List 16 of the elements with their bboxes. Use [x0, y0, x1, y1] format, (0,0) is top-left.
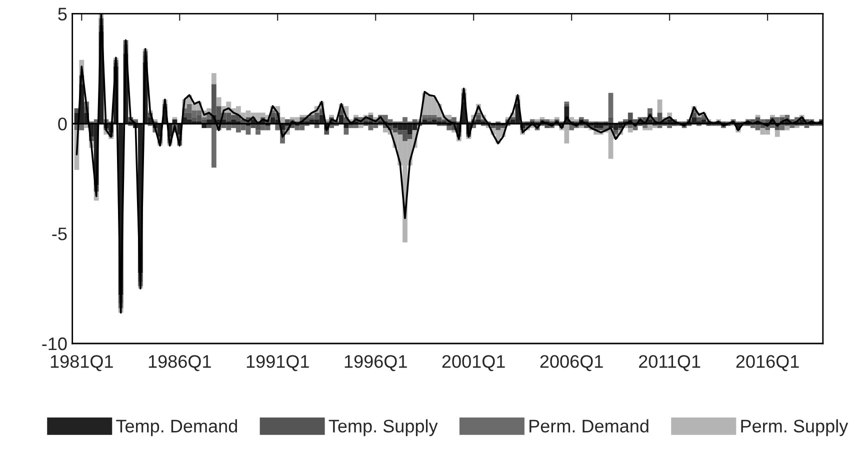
- legend-label: Perm. Demand: [530, 419, 648, 432]
- x-tick-label: 2016Q1: [736, 355, 799, 372]
- x-tick-label: 2006Q1: [540, 355, 603, 372]
- x-tick-label: 1981Q1: [50, 355, 113, 372]
- y-tick-label: 5: [58, 8, 67, 20]
- y-tick-label: 0: [58, 118, 67, 130]
- y-tick-label: -10: [42, 337, 67, 350]
- legend-label: Perm. Supply: [741, 419, 848, 436]
- legend-label: Temp. Demand: [116, 419, 237, 436]
- legend-label: Temp. Supply: [328, 419, 438, 436]
- x-tick-label: 2011Q1: [639, 355, 700, 372]
- x-tick-label: 2001Q1: [442, 355, 505, 372]
- x-tick-label: 1986Q1: [148, 355, 211, 372]
- y-tick-label: -5: [52, 228, 67, 240]
- x-tick-label: 1991Q1: [246, 355, 309, 372]
- x-tick-label: 1996Q1: [344, 355, 407, 372]
